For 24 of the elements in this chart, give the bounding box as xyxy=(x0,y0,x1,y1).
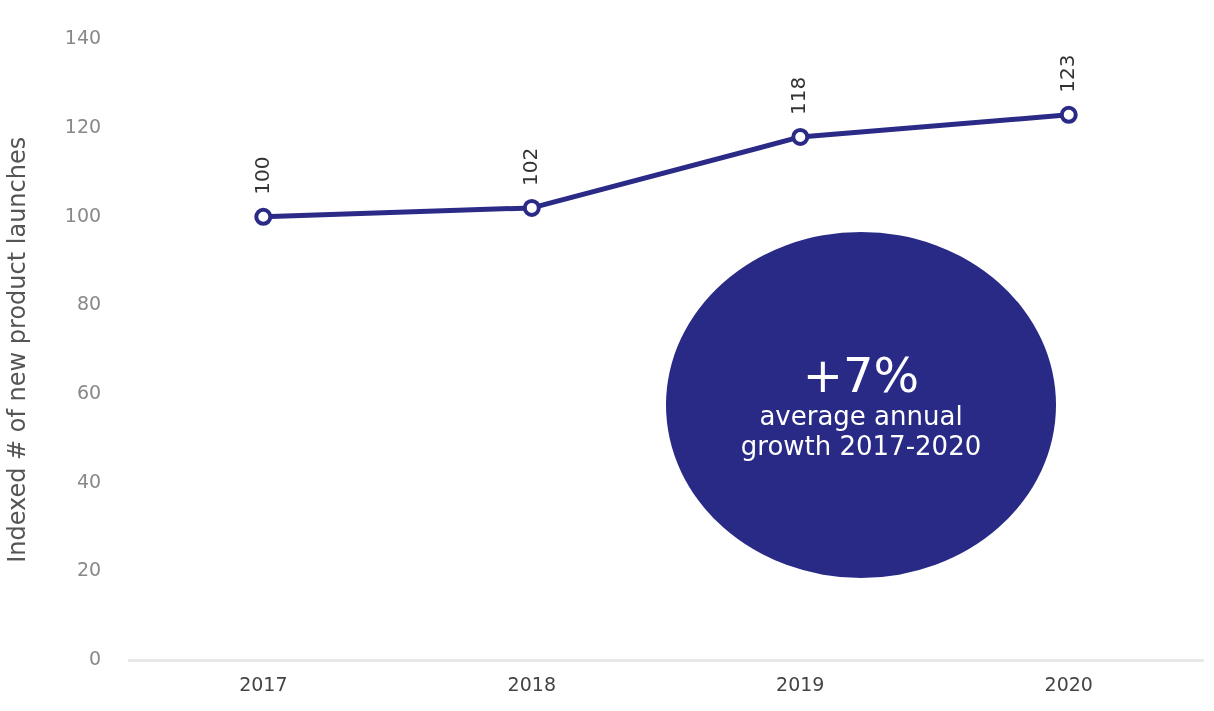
data-label: 118 xyxy=(786,76,811,115)
y-tick-label: 60 xyxy=(76,381,102,404)
x-tick-label: 2017 xyxy=(239,672,288,695)
y-tick-label: 40 xyxy=(76,469,102,492)
x-tick-label: 2020 xyxy=(1044,672,1093,695)
y-tick-label: 0 xyxy=(88,647,102,670)
y-tick-label: 80 xyxy=(76,292,102,315)
point xyxy=(791,127,810,146)
point xyxy=(522,198,541,217)
y-axis-title: Indexed # of new product launches xyxy=(2,136,31,563)
x-tick-label: 2018 xyxy=(507,672,556,695)
circle-badge: +7% average annual growth 2017-2020 xyxy=(666,232,1056,578)
y-tick-label: 120 xyxy=(64,115,102,138)
annotation: average annual growth 2017-2020 xyxy=(739,401,983,461)
point xyxy=(1059,105,1078,124)
x-tick-label: 2019 xyxy=(776,672,825,695)
annotation: +7% xyxy=(802,347,920,403)
y-tick-label: 140 xyxy=(64,26,102,49)
y-tick-label: 100 xyxy=(64,203,102,226)
data-label: 102 xyxy=(517,147,542,186)
point xyxy=(254,207,273,226)
y-tick-label: 20 xyxy=(76,558,102,581)
data-label: 100 xyxy=(249,156,274,195)
data-label: 123 xyxy=(1054,54,1079,93)
